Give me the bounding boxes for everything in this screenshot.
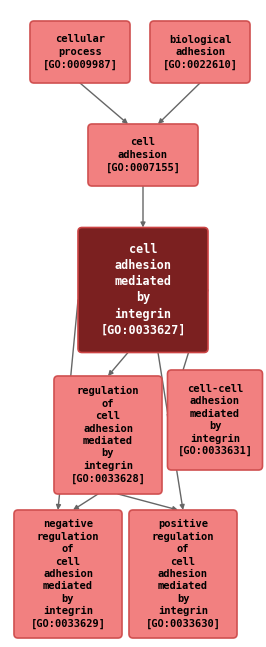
Text: positive
regulation
of
cell
adhesion
mediated
by
integrin
[GO:0033630]: positive regulation of cell adhesion med… — [146, 520, 221, 629]
FancyBboxPatch shape — [14, 510, 122, 638]
Text: negative
regulation
of
cell
adhesion
mediated
by
integrin
[GO:0033629]: negative regulation of cell adhesion med… — [31, 520, 106, 629]
FancyBboxPatch shape — [129, 510, 237, 638]
Text: cell
adhesion
[GO:0007155]: cell adhesion [GO:0007155] — [106, 138, 181, 173]
Text: regulation
of
cell
adhesion
mediated
by
integrin
[GO:0033628]: regulation of cell adhesion mediated by … — [70, 386, 146, 483]
Text: cell
adhesion
mediated
by
integrin
[GO:0033627]: cell adhesion mediated by integrin [GO:0… — [100, 243, 186, 336]
FancyBboxPatch shape — [30, 21, 130, 83]
Text: biological
adhesion
[GO:0022610]: biological adhesion [GO:0022610] — [163, 34, 238, 69]
Text: cell-cell
adhesion
mediated
by
integrin
[GO:0033631]: cell-cell adhesion mediated by integrin … — [177, 384, 252, 456]
FancyBboxPatch shape — [78, 228, 208, 353]
Text: cellular
process
[GO:0009987]: cellular process [GO:0009987] — [43, 34, 118, 69]
FancyBboxPatch shape — [150, 21, 250, 83]
FancyBboxPatch shape — [88, 124, 198, 186]
FancyBboxPatch shape — [54, 376, 162, 494]
FancyBboxPatch shape — [168, 370, 263, 470]
